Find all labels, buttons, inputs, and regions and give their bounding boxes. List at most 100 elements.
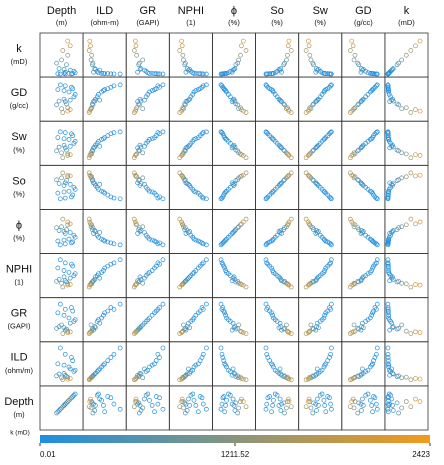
point bbox=[61, 325, 67, 331]
point bbox=[67, 221, 73, 227]
point bbox=[137, 403, 143, 408]
point bbox=[350, 152, 356, 158]
point bbox=[193, 403, 199, 408]
point bbox=[65, 374, 71, 380]
point bbox=[200, 260, 206, 266]
point bbox=[204, 129, 209, 135]
point bbox=[270, 70, 276, 76]
point bbox=[101, 362, 106, 368]
point bbox=[308, 322, 314, 328]
point bbox=[355, 326, 361, 331]
point bbox=[385, 265, 391, 271]
point bbox=[373, 401, 379, 407]
point bbox=[160, 82, 166, 88]
point bbox=[179, 282, 185, 287]
point bbox=[69, 395, 74, 401]
point bbox=[243, 284, 249, 290]
column-name: ϕ bbox=[231, 5, 237, 17]
point bbox=[90, 373, 96, 379]
point bbox=[238, 281, 243, 287]
point bbox=[136, 278, 142, 284]
point bbox=[278, 98, 284, 104]
point bbox=[386, 70, 392, 76]
point bbox=[92, 66, 98, 71]
point bbox=[365, 271, 371, 277]
point bbox=[359, 371, 364, 377]
point bbox=[369, 88, 375, 93]
point bbox=[311, 326, 316, 332]
point bbox=[96, 317, 101, 323]
point bbox=[390, 324, 396, 330]
point bbox=[56, 66, 62, 71]
cell-points bbox=[177, 82, 209, 115]
point bbox=[67, 275, 73, 281]
colorbar bbox=[40, 435, 430, 443]
point bbox=[264, 260, 270, 266]
point bbox=[389, 67, 395, 73]
point bbox=[319, 391, 325, 397]
point bbox=[59, 224, 64, 230]
point bbox=[117, 71, 123, 77]
column-name: Sw bbox=[313, 5, 328, 17]
point bbox=[369, 268, 375, 273]
cell-points bbox=[303, 301, 334, 336]
point bbox=[218, 82, 224, 88]
point bbox=[374, 129, 380, 135]
point bbox=[232, 98, 238, 104]
point bbox=[90, 326, 96, 331]
cell-points bbox=[303, 391, 334, 416]
point bbox=[349, 399, 355, 404]
point bbox=[303, 284, 309, 290]
point bbox=[286, 330, 292, 335]
point bbox=[385, 257, 391, 263]
cell-points bbox=[177, 38, 209, 77]
point bbox=[223, 189, 228, 195]
point bbox=[132, 172, 138, 178]
point bbox=[133, 43, 139, 49]
point bbox=[223, 312, 228, 318]
point bbox=[134, 52, 139, 58]
point bbox=[396, 148, 401, 154]
point bbox=[117, 345, 123, 351]
point bbox=[347, 110, 353, 115]
point bbox=[243, 170, 249, 176]
point bbox=[277, 396, 283, 402]
point bbox=[230, 320, 236, 326]
point bbox=[347, 48, 353, 53]
cell-frame bbox=[82, 253, 127, 299]
point bbox=[235, 60, 241, 66]
point bbox=[67, 329, 73, 335]
point bbox=[222, 361, 228, 367]
point bbox=[243, 216, 249, 222]
point bbox=[347, 404, 353, 410]
point bbox=[72, 367, 78, 373]
point bbox=[56, 181, 62, 186]
point bbox=[385, 351, 391, 357]
point bbox=[226, 70, 231, 76]
point bbox=[135, 401, 141, 407]
point bbox=[86, 155, 92, 161]
point bbox=[389, 366, 395, 372]
cell-points bbox=[131, 129, 166, 161]
point bbox=[140, 57, 146, 63]
point bbox=[62, 241, 68, 247]
cell-points bbox=[263, 301, 294, 336]
point bbox=[232, 144, 238, 150]
point bbox=[417, 38, 423, 44]
point bbox=[197, 358, 203, 364]
point bbox=[182, 225, 188, 231]
point bbox=[180, 281, 186, 287]
point bbox=[105, 192, 111, 198]
point bbox=[59, 405, 64, 411]
point bbox=[386, 312, 392, 318]
point bbox=[179, 38, 184, 44]
point bbox=[133, 376, 139, 381]
point bbox=[65, 172, 71, 178]
point bbox=[102, 87, 108, 92]
cell-points bbox=[218, 216, 249, 248]
point bbox=[60, 331, 66, 336]
point bbox=[133, 282, 139, 287]
point bbox=[263, 82, 269, 88]
point bbox=[235, 278, 241, 284]
